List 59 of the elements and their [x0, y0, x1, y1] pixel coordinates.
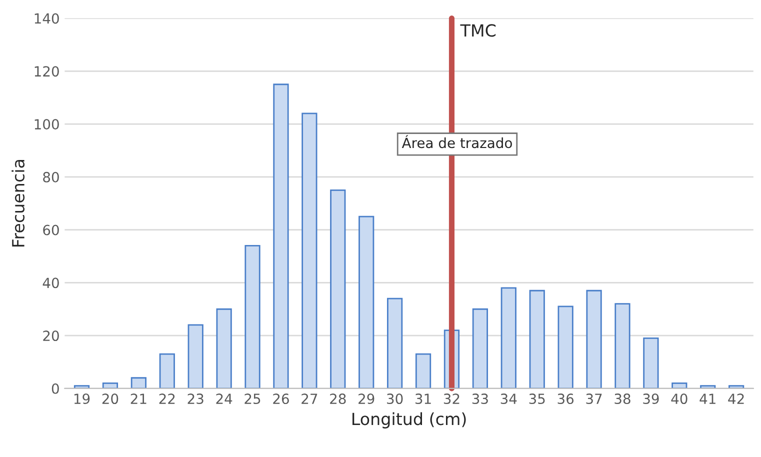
bar: [529, 290, 545, 388]
bar: [415, 353, 432, 388]
ref-line-label: TMC: [460, 24, 496, 37]
bar: [728, 385, 744, 388]
x-tick-label: 37: [586, 394, 602, 404]
bar: [700, 385, 716, 388]
bar: [302, 112, 318, 388]
x-tick-label: 28: [330, 394, 346, 404]
bar: [130, 377, 146, 388]
x-tick-label: 34: [500, 394, 517, 404]
x-tick-label: 23: [188, 394, 204, 404]
y-tick-label: 100: [34, 119, 59, 130]
x-tick-label: 32: [444, 394, 460, 404]
y-tick-label: 60: [43, 224, 59, 236]
x-tick-label: 30: [387, 394, 403, 404]
bar: [358, 216, 374, 388]
bar: [330, 189, 346, 388]
x-tick-label: 21: [130, 394, 146, 404]
x-tick-label: 27: [302, 394, 318, 404]
x-tick-label: 40: [671, 394, 688, 404]
y-tick-label: 120: [34, 66, 59, 77]
bar: [216, 308, 232, 388]
bar: [102, 382, 118, 388]
bar: [643, 338, 659, 388]
y-tick-label: 140: [34, 13, 59, 24]
y-tick-label: 0: [52, 383, 59, 394]
x-tick-label: 31: [415, 394, 431, 404]
annotation: Área de trazado: [402, 135, 512, 148]
x-tick-label: 33: [472, 394, 488, 404]
x-tick-label: 41: [700, 394, 716, 404]
bar: [558, 306, 574, 388]
x-tick-label: 38: [614, 394, 630, 404]
x-tick-label: 36: [558, 394, 574, 404]
y-tick-label: 40: [42, 278, 59, 288]
bar: [273, 84, 289, 388]
bar: [614, 303, 630, 388]
x-tick-label: 25: [244, 394, 260, 404]
y-axis-title: Frecuencia: [12, 160, 25, 247]
bar: [74, 385, 90, 388]
bar: [586, 290, 602, 388]
x-tick-label: 35: [529, 394, 545, 404]
y-tick-label: 20: [43, 330, 59, 342]
x-tick-label: 20: [102, 394, 118, 404]
x-tick-label: 22: [159, 394, 175, 404]
y-tick-label: 80: [43, 172, 59, 182]
x-tick-label: 19: [74, 394, 90, 404]
x-tick-label: 29: [358, 394, 374, 404]
bar: [387, 298, 403, 388]
bar: [472, 308, 488, 388]
x-tick-label: 42: [728, 394, 744, 404]
x-tick-label: 24: [216, 394, 232, 404]
x-axis-title: Longitud (cm): [352, 412, 466, 428]
x-tick-label: 26: [273, 394, 289, 404]
bar: [500, 287, 516, 388]
bar: [188, 324, 204, 388]
bar: [159, 353, 175, 388]
bar: [244, 244, 260, 388]
bar: [672, 382, 688, 388]
x-tick-label: 39: [643, 394, 659, 404]
